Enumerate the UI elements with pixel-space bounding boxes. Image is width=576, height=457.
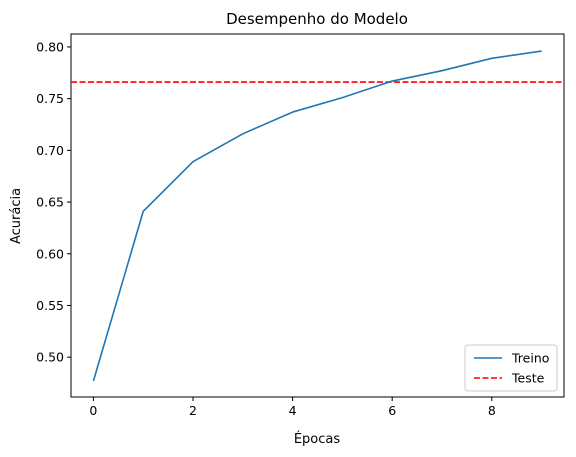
x-tick-label: 6 [388, 403, 396, 418]
x-axis-label: Épocas [294, 431, 341, 447]
y-tick-label: 0.50 [36, 350, 64, 365]
y-tick-label: 0.80 [36, 39, 64, 54]
x-tick-label: 0 [89, 403, 97, 418]
x-tick-label: 8 [488, 403, 496, 418]
y-tick-label: 0.65 [36, 195, 64, 210]
legend: Treino Teste [464, 344, 558, 392]
y-tick-label: 0.70 [36, 143, 64, 158]
axes-frame [70, 33, 565, 398]
series-line-treino [92, 50, 542, 382]
y-tick-label: 0.55 [36, 298, 64, 313]
y-tick-label: 0.75 [36, 91, 64, 106]
x-tick-label: 4 [289, 403, 297, 418]
y-tick-label: 0.60 [36, 246, 64, 261]
chart-title: Desempenho do Modelo [226, 10, 408, 28]
y-axis-label: Acurácia [9, 188, 24, 244]
legend-item-teste-label: Teste [511, 371, 545, 386]
legend-item-treino-label: Treino [511, 351, 549, 366]
plot-area: 0 2 4 6 80.500.550.600.650.700.750.80TreinoT… [36, 33, 565, 418]
legend-box [464, 344, 558, 392]
x-tick-label: 2 [189, 403, 197, 418]
